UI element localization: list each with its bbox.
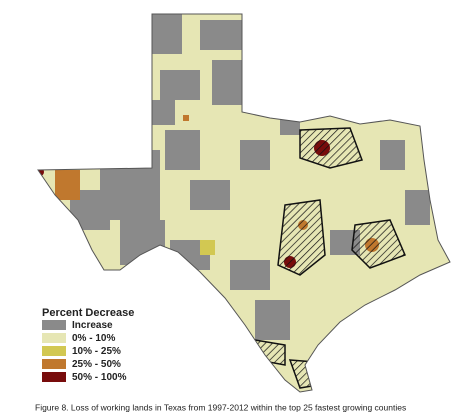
legend-swatch [42,372,66,382]
legend-label: 25% - 50% [72,359,121,370]
legend-label: 0% - 10% [72,333,115,344]
caption: Figure 8. Loss of working lands in Texas… [35,402,406,412]
legend-swatch [42,333,66,343]
legend: Increase 0% - 10% 10% - 25% 25% - 50% 50% - … [42,320,127,383]
texas-outline [37,13,451,393]
legend-title: Percent Decrease [42,307,134,319]
legend-swatch [42,346,66,356]
legend-label: Increase [72,320,113,331]
legend-label: 50% - 100% [72,372,127,383]
legend-swatch [42,359,66,369]
legend-label: 10% - 25% [72,346,121,357]
legend-swatch [42,320,66,330]
